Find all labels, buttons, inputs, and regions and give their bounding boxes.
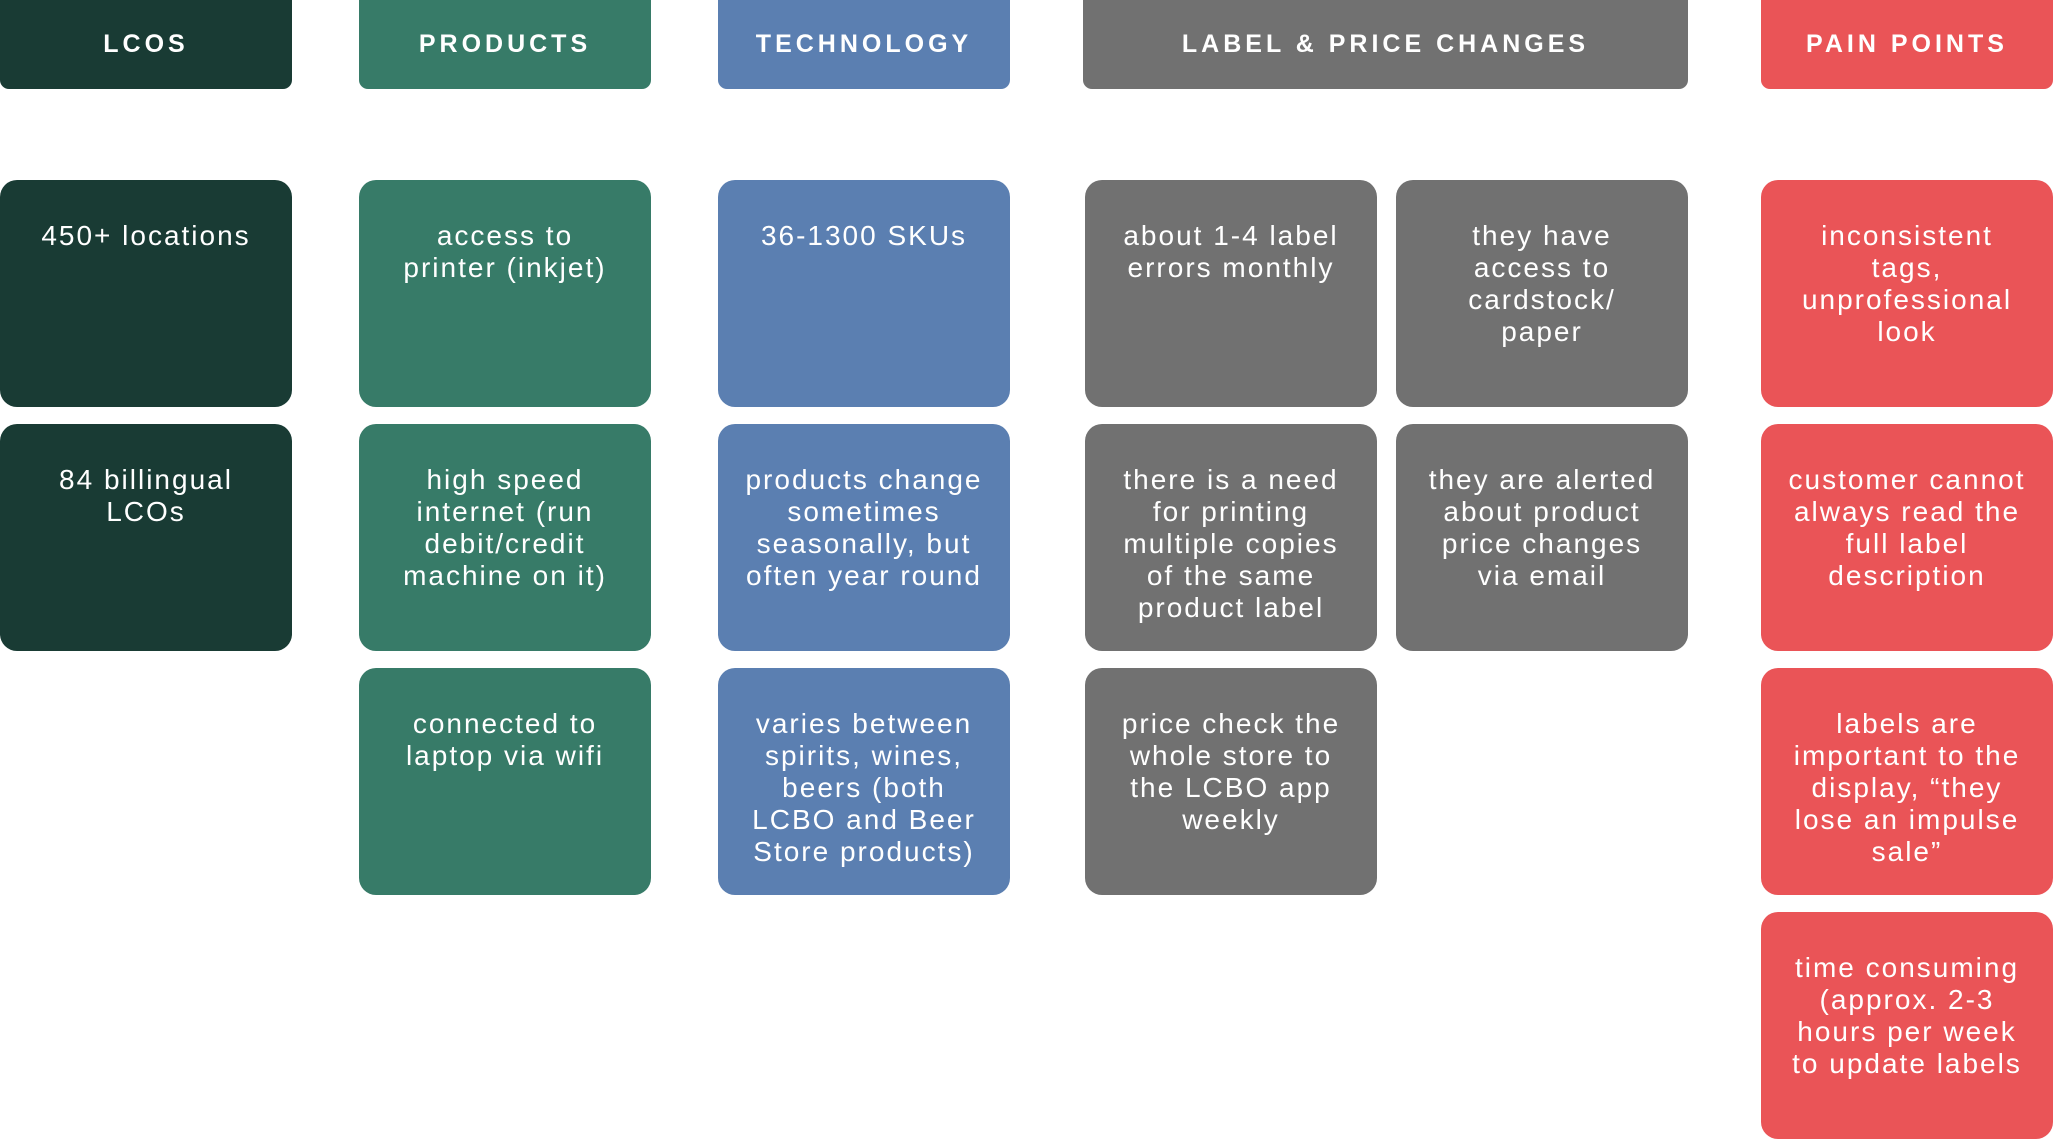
label-price-card: there is a need for printing multiple co… [1085, 424, 1377, 651]
header-label-price-changes: LABEL & PRICE CHANGES [1083, 0, 1688, 89]
pain-point-card: inconsistent tags, unprofessional look [1761, 180, 2053, 407]
label-price-card: price check the whole store to the LCBO … [1085, 668, 1377, 895]
products-card: high speed internet (run debit/credit ma… [359, 424, 651, 651]
pain-point-card: labels are important to the display, “th… [1761, 668, 2053, 895]
label-price-card: they have access to cardstock/ paper [1396, 180, 1688, 407]
technology-card: varies between spirits, wines, beers (bo… [718, 668, 1010, 895]
lcos-card: 84 billingual LCOs [0, 424, 292, 651]
pain-point-card: customer cannot always read the full lab… [1761, 424, 2053, 651]
header-lcos: LCOS [0, 0, 292, 89]
header-technology: TECHNOLOGY [718, 0, 1010, 89]
label-price-card: about 1-4 label errors monthly [1085, 180, 1377, 407]
pain-point-card: time consuming (approx. 2-3 hours per we… [1761, 912, 2053, 1139]
products-card: connected to laptop via wifi [359, 668, 651, 895]
lcos-card: 450+ locations [0, 180, 292, 407]
header-products: PRODUCTS [359, 0, 651, 89]
technology-card: products change sometimes seasonally, bu… [718, 424, 1010, 651]
header-pain-points: PAIN POINTS [1761, 0, 2053, 89]
products-card: access to printer (inkjet) [359, 180, 651, 407]
label-price-card: they are alerted about product price cha… [1396, 424, 1688, 651]
technology-card: 36-1300 SKUs [718, 180, 1010, 407]
